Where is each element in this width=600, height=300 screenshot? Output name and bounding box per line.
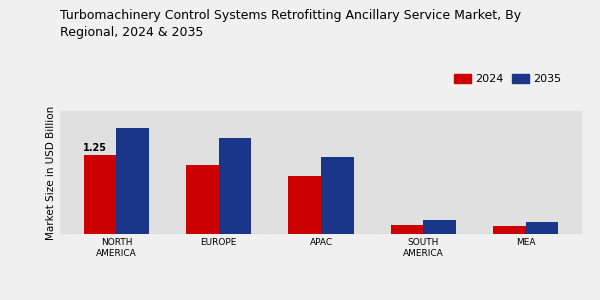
Legend: 2024, 2035: 2024, 2035 [449,70,566,89]
Bar [116,128,149,234]
Bar [321,157,354,234]
Bar [288,176,321,234]
Bar [391,224,423,234]
Bar [526,222,558,234]
Bar [219,138,251,234]
Bar [84,155,116,234]
Text: 1.25: 1.25 [83,143,107,153]
Bar [423,220,456,234]
Text: Turbomachinery Control Systems Retrofitting Ancillary Service Market, By
Regiona: Turbomachinery Control Systems Retrofitt… [60,9,521,39]
Bar [493,226,526,234]
Y-axis label: Market Size in USD Billion: Market Size in USD Billion [46,105,56,240]
Bar [186,165,219,234]
